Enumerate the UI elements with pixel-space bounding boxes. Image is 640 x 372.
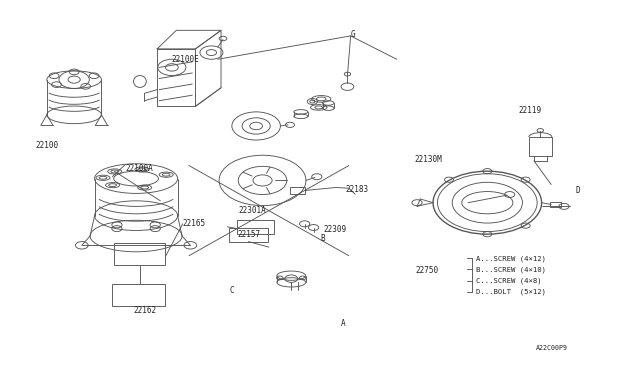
Text: 22119: 22119 <box>518 106 541 115</box>
Text: 22301A: 22301A <box>239 206 267 215</box>
Text: B...SCREW (4×10): B...SCREW (4×10) <box>476 266 547 273</box>
Bar <box>237 220 274 234</box>
Text: 22157: 22157 <box>237 230 260 240</box>
Text: A22C00P9: A22C00P9 <box>536 345 568 351</box>
Text: D: D <box>575 186 580 195</box>
Bar <box>529 137 552 156</box>
Bar <box>290 187 305 194</box>
Text: B: B <box>320 234 324 243</box>
Text: 22130M: 22130M <box>415 155 442 164</box>
Text: C: C <box>229 286 234 295</box>
Bar <box>550 202 561 207</box>
Bar <box>115 243 166 264</box>
Text: A...SCREW (4×12): A...SCREW (4×12) <box>476 255 547 262</box>
Bar <box>229 228 268 241</box>
Text: 22750: 22750 <box>416 266 439 275</box>
Text: C...SCREW (4×8): C...SCREW (4×8) <box>476 277 542 284</box>
Text: A: A <box>341 320 346 328</box>
Text: D...BOLT  (5×12): D...BOLT (5×12) <box>476 288 547 295</box>
Text: 22100: 22100 <box>36 141 59 150</box>
Text: 22309: 22309 <box>323 225 346 234</box>
Text: 22183: 22183 <box>346 185 369 194</box>
Text: 22100A: 22100A <box>125 164 153 173</box>
Text: 22165: 22165 <box>182 219 206 228</box>
Text: 22100E: 22100E <box>172 55 200 64</box>
Text: 22162: 22162 <box>134 306 157 315</box>
Bar <box>113 284 165 307</box>
Text: G: G <box>351 29 355 39</box>
